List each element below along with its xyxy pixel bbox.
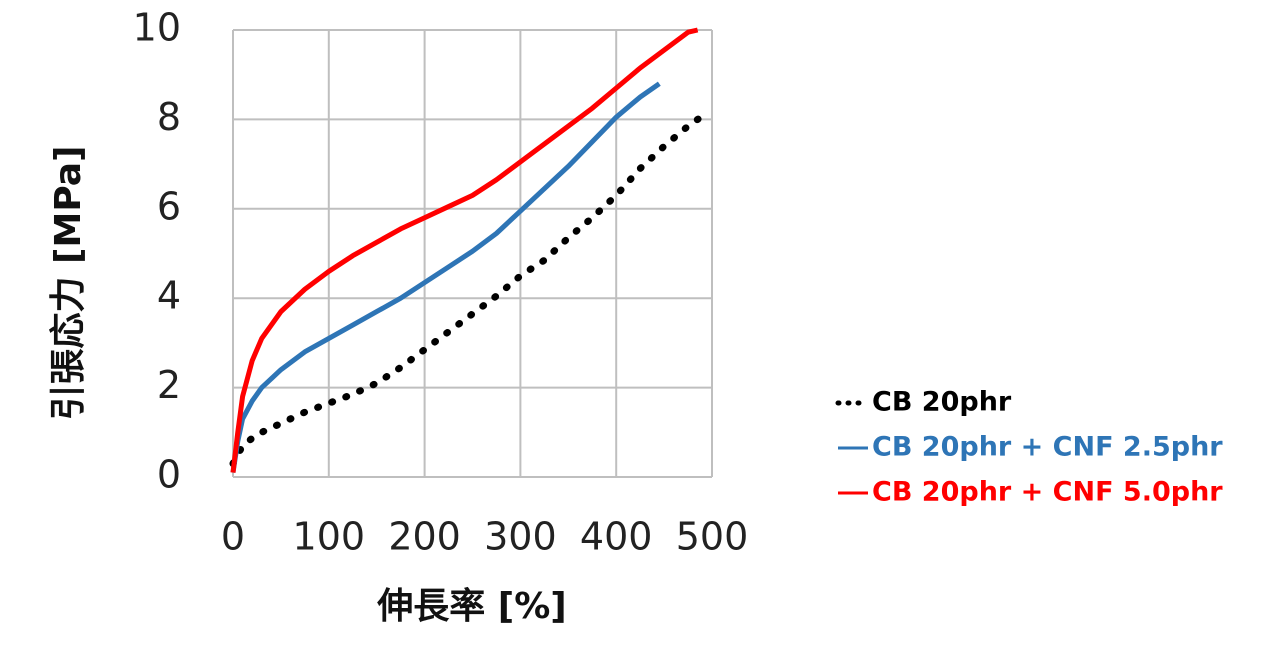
y-tick-label: 2 <box>157 363 181 407</box>
x-tick-label: 300 <box>484 515 557 559</box>
y-tick-label: 0 <box>157 453 181 497</box>
data-line <box>230 81 661 473</box>
x-tick-label: 400 <box>580 515 653 559</box>
x-tick-label: 500 <box>676 515 749 559</box>
data-line <box>229 109 711 468</box>
data-line <box>230 27 699 473</box>
y-tick-label: 8 <box>157 95 181 139</box>
x-tick-label: 200 <box>388 515 461 559</box>
y-tick-label: 6 <box>157 184 181 228</box>
legend-label: CB 20phr + CNF 5.0phr <box>872 477 1223 508</box>
x-tick-label: 0 <box>221 515 245 559</box>
y-axis-label: 引張応力 [MPa] <box>48 146 89 421</box>
y-tick-label: 4 <box>157 274 181 318</box>
x-tick-label: 100 <box>293 515 366 559</box>
legend-label: CB 20phr <box>872 387 1012 418</box>
y-tick-label: 10 <box>133 6 181 50</box>
legend-label: CB 20phr + CNF 2.5phr <box>872 432 1223 463</box>
x-axis-label: 伸長率 [%] <box>376 586 567 627</box>
